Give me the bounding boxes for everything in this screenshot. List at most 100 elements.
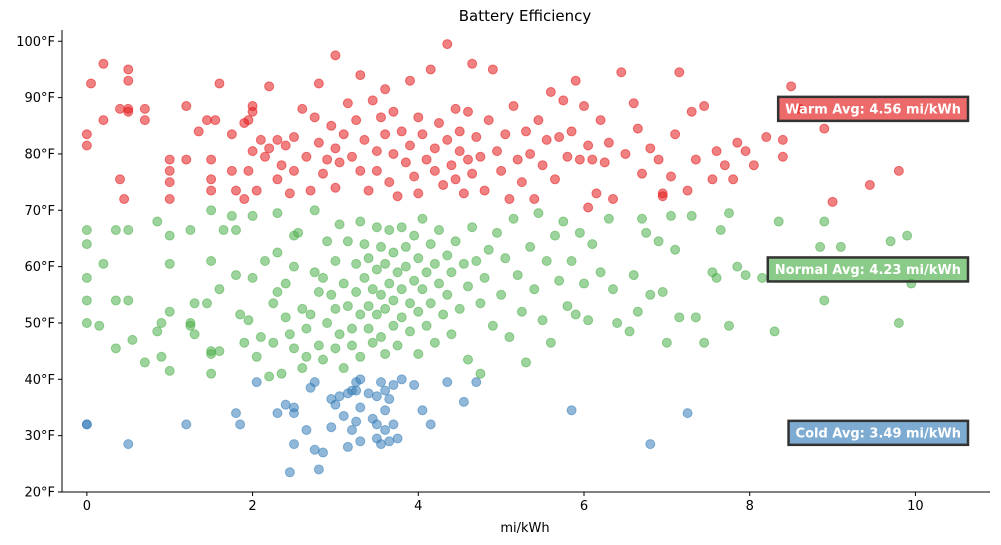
warm-point xyxy=(272,174,283,185)
cold-point xyxy=(289,408,299,419)
warm-point xyxy=(819,123,830,134)
warm-point xyxy=(330,50,341,61)
cold-point xyxy=(181,419,192,430)
normal-point xyxy=(529,284,540,295)
normal-point xyxy=(628,270,639,281)
warm-point xyxy=(388,148,399,159)
warm-point xyxy=(777,151,788,162)
normal-point xyxy=(81,295,92,306)
warm-point xyxy=(289,132,299,143)
warm-point xyxy=(761,132,772,143)
normal-point xyxy=(537,315,548,326)
normal-point xyxy=(123,225,134,236)
warm-point xyxy=(164,177,175,188)
warm-point xyxy=(98,58,109,69)
cold-point xyxy=(235,419,246,430)
normal-point xyxy=(152,216,163,227)
warm-point xyxy=(483,115,494,126)
x-tick-label: 6 xyxy=(580,499,588,514)
normal-point xyxy=(396,312,407,323)
warm-point xyxy=(583,140,594,151)
warm-point xyxy=(599,157,610,168)
normal-point xyxy=(521,357,531,368)
warm-point xyxy=(86,78,96,89)
warm-point xyxy=(827,196,838,207)
normal-point xyxy=(715,225,726,236)
normal-point xyxy=(355,309,366,320)
normal-point xyxy=(363,253,374,264)
normal-point xyxy=(902,230,913,241)
normal-point xyxy=(674,312,685,323)
normal-point xyxy=(396,222,407,233)
warm-point xyxy=(380,84,391,95)
normal-point xyxy=(214,284,225,295)
cold-point xyxy=(338,410,349,421)
annotation-warm-text: Warm Avg: 4.56 mi/kWh xyxy=(785,102,961,117)
warm-point xyxy=(707,174,718,185)
normal-point xyxy=(434,225,444,236)
warm-point xyxy=(363,185,374,196)
warm-point xyxy=(504,194,515,205)
normal-point xyxy=(301,323,312,334)
warm-point xyxy=(521,126,531,137)
normal-point xyxy=(570,309,581,320)
cold-point xyxy=(396,374,407,385)
normal-point xyxy=(475,368,486,379)
warm-point xyxy=(231,185,241,196)
cold-point xyxy=(280,399,291,410)
normal-point xyxy=(367,337,378,348)
normal-point xyxy=(94,320,105,331)
normal-point xyxy=(156,317,167,328)
warm-point xyxy=(247,106,258,117)
warm-point xyxy=(239,194,250,205)
normal-point xyxy=(231,270,241,281)
warm-point xyxy=(500,129,511,140)
cold-point xyxy=(380,405,391,416)
normal-point xyxy=(380,348,391,359)
warm-point xyxy=(533,115,544,126)
normal-point xyxy=(819,295,830,306)
warm-point xyxy=(409,171,420,182)
warm-point xyxy=(264,143,275,154)
normal-point xyxy=(417,213,428,224)
cold-point xyxy=(388,379,399,390)
warm-point xyxy=(740,146,751,157)
y-tick-label: 20°F xyxy=(24,486,55,501)
y-tick-label: 80°F xyxy=(24,147,55,162)
warm-point xyxy=(226,165,237,176)
warm-point xyxy=(545,86,556,97)
cold-point xyxy=(334,391,345,402)
normal-point xyxy=(487,320,498,331)
warm-point xyxy=(550,174,560,185)
normal-point xyxy=(110,295,121,306)
warm-point xyxy=(496,165,507,176)
normal-point xyxy=(127,334,138,345)
warm-point xyxy=(405,75,415,86)
warm-point xyxy=(541,134,552,145)
warm-point xyxy=(243,165,254,176)
normal-point xyxy=(313,286,324,297)
normal-point xyxy=(405,298,415,309)
normal-point xyxy=(641,227,652,238)
warm-point xyxy=(226,129,237,140)
warm-point xyxy=(123,75,134,86)
warm-point xyxy=(616,67,627,78)
warm-point xyxy=(674,67,685,78)
warm-point xyxy=(579,101,589,112)
warm-point xyxy=(380,129,391,140)
warm-point xyxy=(206,154,217,165)
normal-point xyxy=(454,303,465,314)
warm-point xyxy=(405,140,415,151)
warm-point xyxy=(492,146,502,157)
cold-point xyxy=(417,405,428,416)
y-tick-label: 90°F xyxy=(24,91,55,106)
normal-point xyxy=(545,337,556,348)
normal-point xyxy=(139,357,150,368)
normal-point xyxy=(405,326,415,337)
normal-point xyxy=(297,303,308,314)
normal-point xyxy=(309,267,320,278)
normal-point xyxy=(376,241,386,252)
warm-point xyxy=(732,137,743,148)
normal-point xyxy=(189,298,200,309)
